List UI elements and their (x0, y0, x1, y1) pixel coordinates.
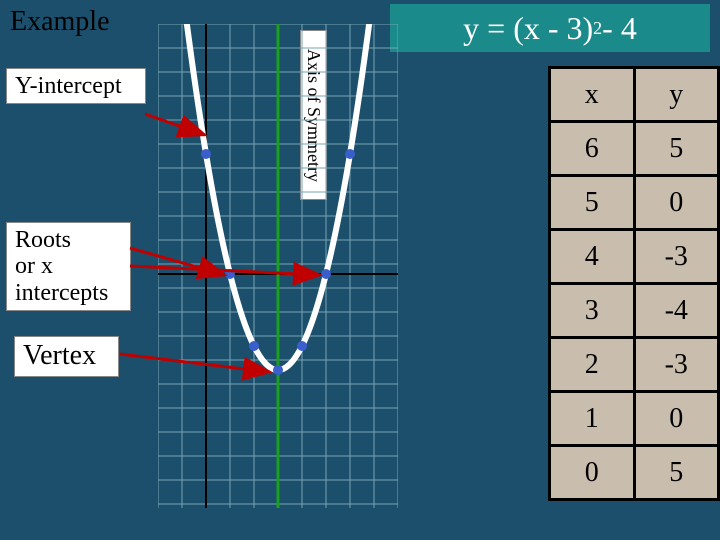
equation-suffix: - 4 (602, 10, 637, 47)
table-cell: 0 (550, 446, 635, 500)
table-cell: 6 (550, 122, 635, 176)
equation: y = (x - 3)2 - 4 (390, 4, 710, 52)
roots-label: Rootsor xintercepts (6, 222, 131, 311)
equation-prefix: y = (x - 3) (463, 10, 593, 47)
equation-exp: 2 (593, 18, 602, 39)
value-table: xy65504-33-42-31005 (548, 66, 720, 501)
table-header: y (634, 68, 719, 122)
table-cell: 5 (634, 122, 719, 176)
table-cell: 5 (550, 176, 635, 230)
table-cell: 0 (634, 176, 719, 230)
y-intercept-label: Y-intercept (6, 68, 146, 104)
table-cell: 1 (550, 392, 635, 446)
table-cell: 5 (634, 446, 719, 500)
graph (158, 24, 398, 508)
example-title: Example (10, 6, 110, 38)
vertex-label: Vertex (14, 336, 119, 377)
table-cell: -4 (634, 284, 719, 338)
table-cell: 0 (634, 392, 719, 446)
table-cell: -3 (634, 338, 719, 392)
table-header: x (550, 68, 635, 122)
table-cell: -3 (634, 230, 719, 284)
table-cell: 4 (550, 230, 635, 284)
table-cell: 3 (550, 284, 635, 338)
table-cell: 2 (550, 338, 635, 392)
